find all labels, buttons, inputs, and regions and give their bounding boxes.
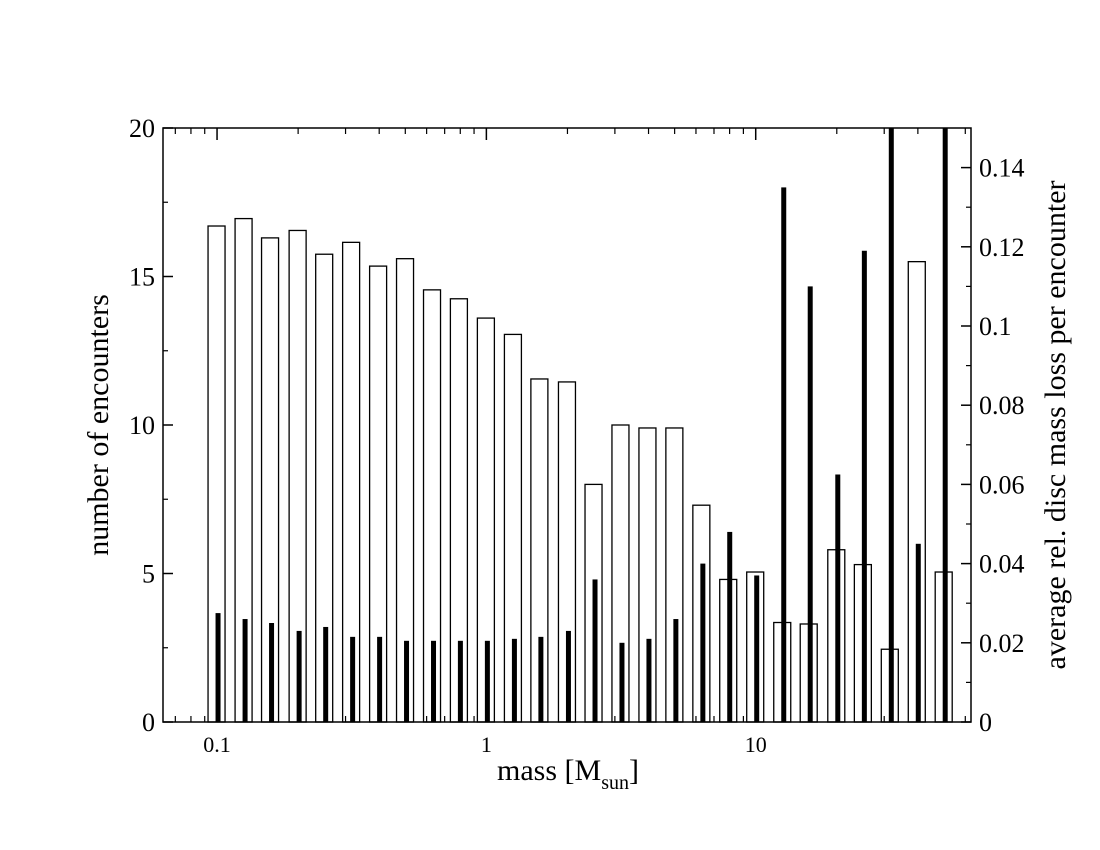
- y-left-tick-label: 0: [142, 708, 155, 737]
- y-left-tick-label: 5: [142, 560, 155, 589]
- mass-loss-bar: [377, 636, 383, 722]
- mass-loss-bar: [431, 640, 437, 722]
- y-right-tick-label: 0.08: [979, 391, 1025, 420]
- mass-loss-bar: [511, 638, 517, 722]
- mass-loss-bar: [807, 286, 813, 722]
- y-left-tick-label: 15: [129, 263, 155, 292]
- mass-loss-bar: [700, 563, 706, 722]
- mass-loss-bar: [754, 575, 760, 722]
- mass-loss-bar: [269, 623, 275, 722]
- mass-loss-bar: [592, 579, 598, 722]
- mass-loss-bar: [888, 128, 894, 722]
- mass-loss-bar: [350, 636, 356, 722]
- y-axis-label-left: number of encounters: [82, 294, 115, 556]
- mass-loss-bar: [215, 613, 221, 722]
- mass-loss-bar: [835, 474, 841, 722]
- y-right-tick-label: 0.02: [979, 629, 1025, 658]
- x-tick-label: 0.1: [203, 732, 231, 757]
- y-left-tick-label: 20: [129, 114, 155, 143]
- mass-loss-bar: [727, 531, 733, 722]
- y-right-tick-label: 0: [979, 708, 992, 737]
- y-left-tick-label: 10: [129, 411, 155, 440]
- mass-loss-bar: [781, 187, 787, 722]
- mass-loss-bar: [323, 626, 329, 722]
- mass-loss-bar: [619, 642, 625, 722]
- mass-loss-bar: [942, 128, 948, 722]
- mass-loss-bar: [915, 543, 921, 722]
- mass-loss-bar: [484, 640, 490, 722]
- mass-loss-bar: [538, 636, 544, 722]
- open-bars-layer: [207, 217, 953, 723]
- filled-bars-layer: [215, 128, 948, 722]
- x-axis-label-subscript: sun: [601, 772, 629, 794]
- x-tick-label: 10: [745, 732, 767, 757]
- ticks-layer: 0 5 10 15 20 0 0.02 0.04 0.06 0.08 0.1 0.12 0.14 0.1 1…: [129, 114, 1025, 757]
- mass-loss-bar: [457, 640, 463, 722]
- mass-loss-bar: [861, 250, 867, 722]
- y-axis-label-right: average rel. disc mass loss per encounte…: [1039, 181, 1072, 670]
- y-right-tick-label: 0.14: [979, 154, 1025, 183]
- x-tick-label: 1: [481, 732, 492, 757]
- mass-loss-bar: [565, 630, 571, 722]
- x-axis-label: mass [Msun]: [497, 754, 639, 794]
- mass-loss-bar: [404, 640, 410, 722]
- mass-loss-bar: [296, 630, 302, 722]
- mass-loss-bar: [673, 619, 679, 722]
- y-right-tick-label: 0.1: [979, 312, 1012, 341]
- y-right-tick-label: 0.04: [979, 550, 1025, 579]
- mass-loss-bar: [242, 619, 248, 722]
- y-right-tick-label: 0.12: [979, 233, 1025, 262]
- y-right-tick-label: 0.06: [979, 470, 1025, 499]
- mass-loss-bar: [646, 638, 652, 722]
